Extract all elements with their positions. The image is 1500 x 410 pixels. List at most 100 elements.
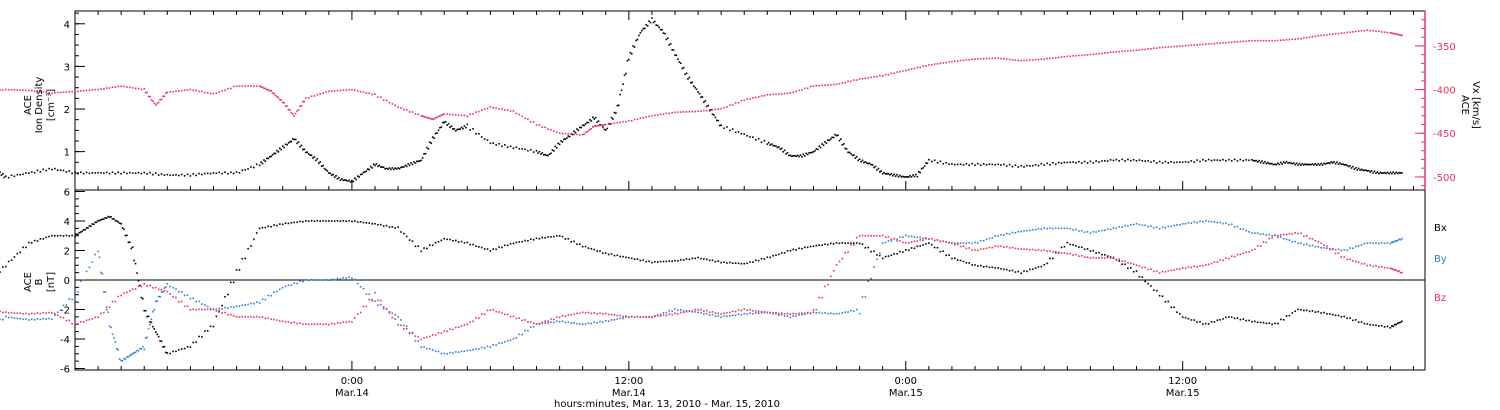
vx-point [1124, 50, 1126, 53]
vx-point [147, 95, 150, 98]
ion-density-point [1389, 171, 1392, 174]
bx-point [241, 257, 244, 260]
bz-point [195, 308, 197, 311]
ion-density-point [1179, 161, 1181, 163]
bz-point [749, 309, 751, 311]
vx-point [1202, 43, 1204, 46]
bx-point [700, 257, 702, 260]
ion-density-point [1104, 160, 1106, 162]
by-point [1083, 231, 1086, 233]
vx-point [778, 93, 780, 95]
ion-density-point [1255, 159, 1258, 162]
ion-density-point [129, 171, 131, 174]
ion-density-point [795, 155, 797, 158]
ion-density-point [1014, 164, 1017, 167]
bz-point [1305, 235, 1308, 237]
ion-density-point [71, 172, 73, 175]
bz-point [227, 313, 229, 316]
bz-point [752, 310, 754, 312]
by-point [743, 312, 746, 315]
ion-density-point [325, 168, 327, 171]
ion-density-point [1155, 162, 1158, 164]
ion-density-point [1052, 161, 1054, 164]
bz-point [1121, 260, 1123, 263]
vx-point [449, 113, 451, 116]
bx-point [1366, 323, 1369, 325]
vx-point [974, 58, 976, 60]
ion-density-point [729, 129, 731, 132]
bx-point [495, 248, 497, 251]
ion-density-point [1393, 172, 1396, 175]
bz-point [1164, 271, 1167, 273]
by-point [962, 242, 965, 244]
bz-point [1271, 237, 1273, 239]
by-point [1003, 234, 1005, 236]
bx-point [189, 346, 192, 348]
bz-point [466, 323, 469, 326]
ion-density-point [1321, 164, 1324, 166]
bz-point [884, 236, 887, 238]
bx-point [613, 254, 616, 257]
bz-point [590, 312, 593, 315]
ion-density-point [317, 162, 320, 165]
bz-point [463, 324, 466, 326]
by-point [290, 284, 293, 286]
bz-point [1020, 248, 1022, 250]
vx-point [1196, 43, 1198, 46]
vx-point [150, 99, 153, 101]
ion-density-point [550, 152, 552, 155]
ion-density-point [593, 118, 596, 120]
ion-density-point [1144, 160, 1146, 162]
by-point [299, 280, 301, 282]
bx-point [4, 265, 7, 268]
by-point [255, 301, 258, 303]
ion-density-point [261, 162, 264, 165]
vx-point [270, 89, 272, 92]
vx-point [583, 133, 585, 136]
by-point [48, 317, 50, 320]
by-point [215, 308, 218, 311]
vx-point [498, 108, 500, 110]
ion-density-point [1398, 171, 1400, 174]
bx-point [198, 335, 200, 338]
ion-density-point [789, 154, 792, 157]
by-point [296, 282, 298, 285]
bx-point [853, 242, 855, 245]
vx-point [861, 78, 864, 80]
bz-point [881, 234, 884, 237]
bx-point [264, 226, 267, 229]
bx-point [855, 242, 858, 244]
bz-point [1129, 262, 1132, 265]
bx-point [183, 347, 186, 350]
by-point [13, 317, 16, 319]
ion-density-point [172, 174, 174, 176]
ion-density-point [39, 171, 42, 173]
ion-density-point [1307, 163, 1309, 166]
bz-point [1063, 251, 1066, 254]
bz-point [757, 310, 760, 313]
bz-point [440, 332, 443, 335]
vx-point [319, 93, 321, 95]
by-point [775, 312, 777, 315]
by-point [1049, 227, 1051, 229]
vx-point [1366, 29, 1369, 31]
ion-density-point [825, 142, 828, 144]
bx-point [152, 325, 154, 328]
ion-density-point [183, 175, 186, 177]
bz-point [1308, 237, 1311, 240]
ion-density-point [1132, 159, 1135, 161]
by-point [156, 300, 159, 302]
ion-density-point [597, 120, 600, 122]
by-point [394, 313, 396, 316]
vx-point [1329, 33, 1331, 36]
vx-point [163, 95, 166, 98]
vx-point [356, 90, 359, 92]
ion-density-point [309, 154, 311, 156]
ion-density-point [1098, 161, 1100, 163]
bx-point [279, 223, 281, 225]
bx-point [385, 224, 388, 227]
by-point [587, 322, 590, 325]
ion-density-point [529, 148, 532, 151]
top-left-tick-label: 2 [64, 105, 70, 116]
bz-point [726, 311, 728, 314]
